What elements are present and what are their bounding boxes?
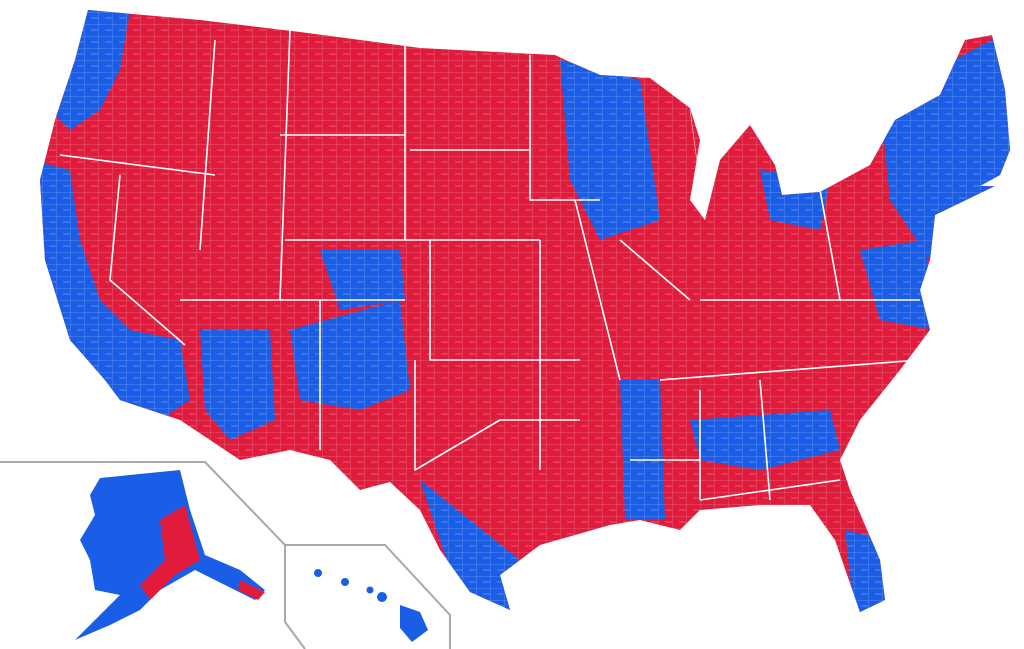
- state-borders: [59, 29, 921, 501]
- inset-frame: [0, 461, 451, 649]
- alaska: [75, 470, 265, 640]
- hawaii: [314, 569, 428, 642]
